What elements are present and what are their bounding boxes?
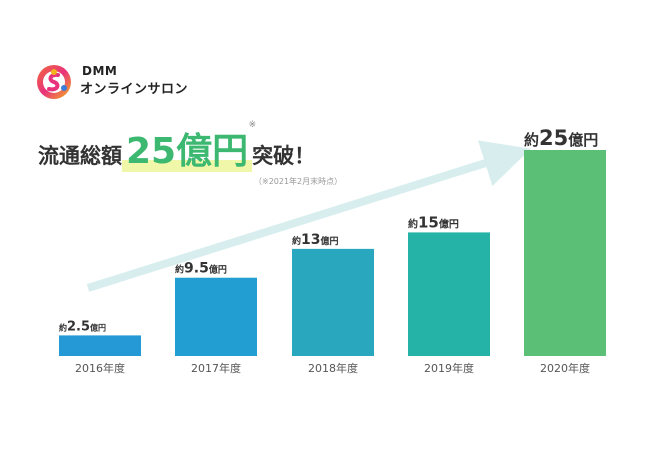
value-label: 約25億円: [524, 126, 598, 150]
brand-name: DMM: [82, 64, 118, 78]
category-label: 2019年度: [424, 361, 474, 375]
headline: 流通総額 25億円 ※ 突破！: [38, 120, 316, 174]
value-label: 約15億円: [408, 213, 459, 231]
bar-2017年度: [175, 277, 257, 356]
headline-amount: 25億円: [126, 131, 249, 172]
headline-asterisk: ※: [248, 120, 257, 130]
value-label: 約9.5億円: [175, 261, 227, 277]
value-label: 約2.5億円: [59, 319, 106, 334]
category-label: 2020年度: [540, 361, 590, 375]
category-label: 2018年度: [308, 361, 358, 375]
bar-2020年度: [524, 150, 606, 356]
headline-suffix: 突破！: [252, 144, 316, 168]
category-label: 2016年度: [75, 361, 125, 375]
headline-highlight: 25億円 ※: [122, 120, 256, 174]
headline-prefix: 流通総額: [38, 144, 122, 168]
category-label: 2017年度: [191, 361, 241, 375]
dmm-logo-icon: [37, 65, 71, 99]
bar-2018年度: [292, 248, 374, 356]
headline-footnote: （※2021年2月末時点）: [254, 177, 343, 186]
brand-service-name: オンラインサロン: [80, 82, 189, 97]
bar-2019年度: [408, 232, 490, 356]
bar-2016年度: [59, 335, 141, 356]
value-label: 約13億円: [292, 232, 339, 248]
growth-arrow: [86, 140, 531, 292]
